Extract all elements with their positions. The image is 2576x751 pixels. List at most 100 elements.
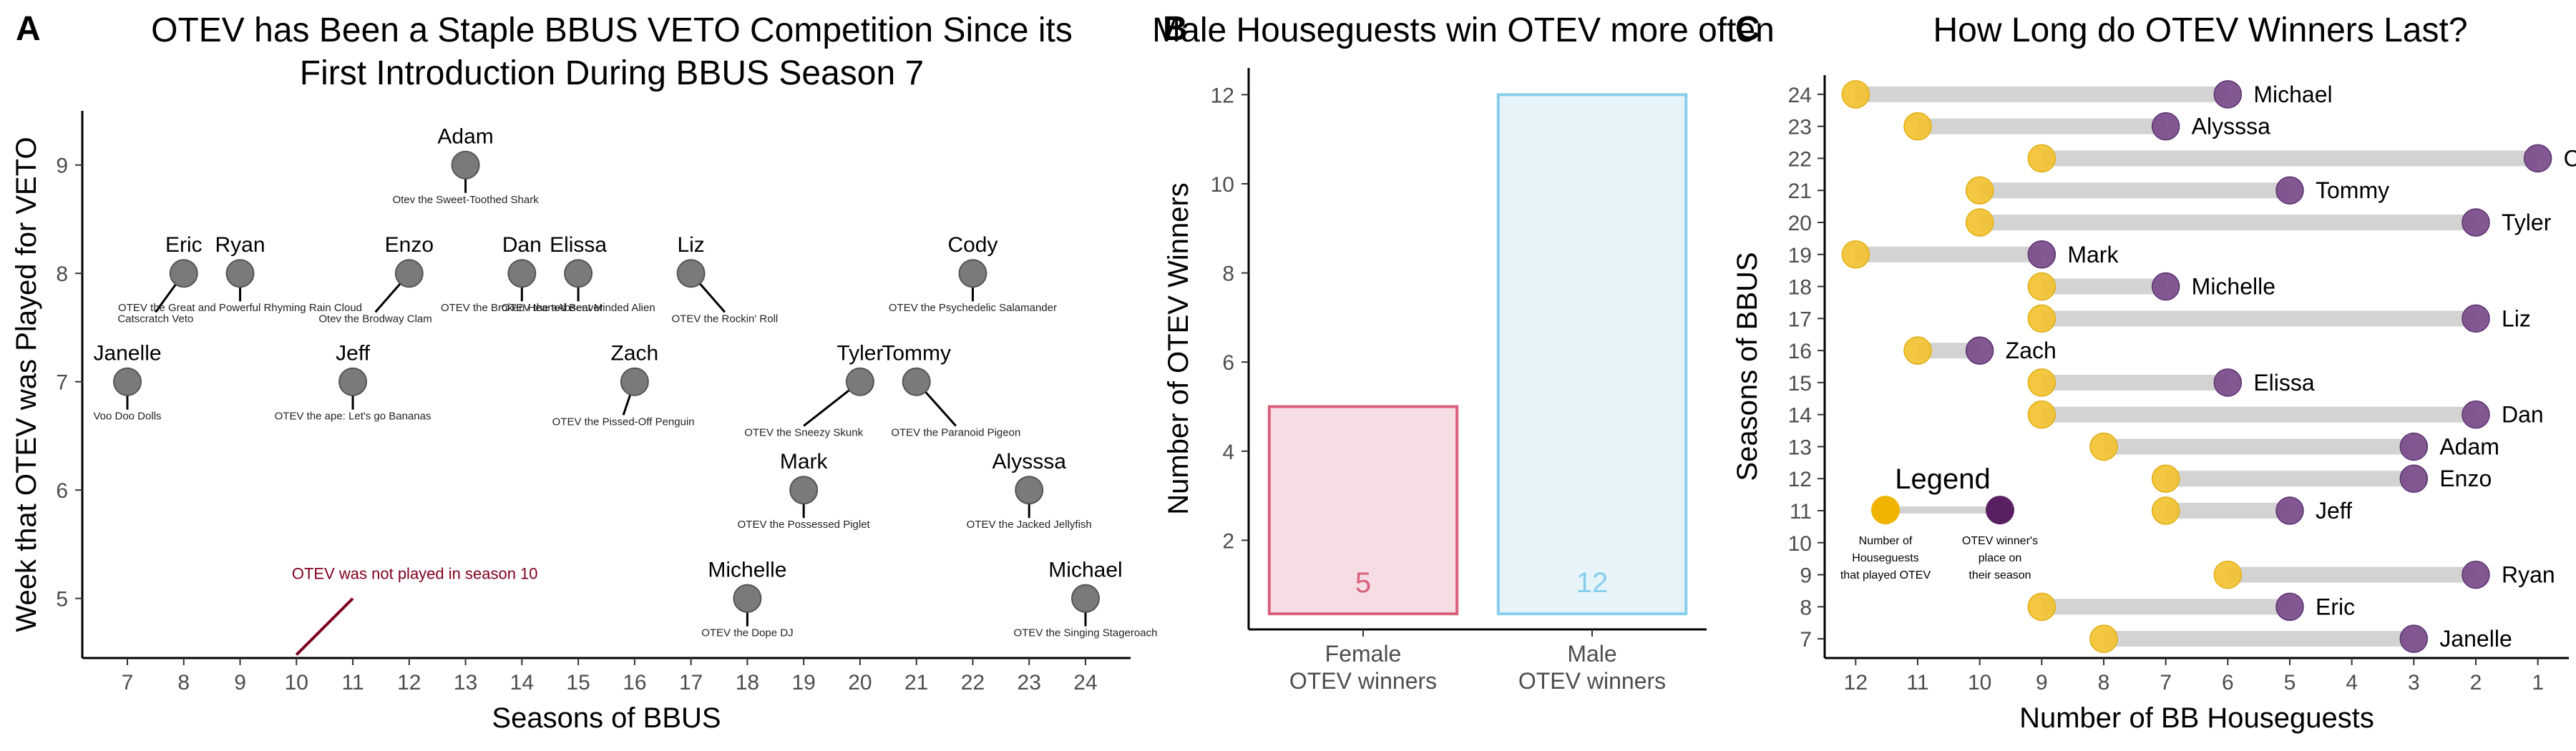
x-tick-label: 2 bbox=[2470, 671, 2482, 694]
place-point bbox=[2151, 112, 2180, 141]
comp-name-label: OTEV the Psychedelic Salamander bbox=[889, 302, 1057, 314]
y-tick-label: 4 bbox=[1222, 441, 1234, 464]
x-category-label: OTEV winners bbox=[1289, 668, 1437, 694]
x-tick-label: 1 bbox=[2532, 671, 2544, 694]
place-point bbox=[2213, 368, 2243, 397]
played-point bbox=[1965, 208, 1994, 237]
x-tick-label: 12 bbox=[397, 671, 421, 694]
x-tick-label: 17 bbox=[679, 671, 703, 694]
legend-purple-marker bbox=[1986, 496, 2014, 525]
winner-label: Dan bbox=[2502, 402, 2544, 428]
comp-name-label: Otev the Brodway Clam bbox=[318, 313, 431, 325]
played-point bbox=[2027, 592, 2057, 622]
data-point bbox=[902, 367, 931, 396]
winner-label: Mark bbox=[2067, 242, 2119, 267]
comp-name-label: OTEV the Broken Hearted Beaver bbox=[441, 302, 603, 314]
comp-name-label: Voo Doo Dolls bbox=[93, 411, 161, 423]
legend-title: Legend bbox=[1895, 463, 1990, 495]
y-tick-label: 20 bbox=[1788, 212, 1812, 235]
comp-name-label: OTEV the Rockin' Roll bbox=[672, 313, 779, 325]
data-point bbox=[789, 476, 819, 505]
y-tick-label: 7 bbox=[1800, 628, 1812, 652]
winner-label: Michelle bbox=[2192, 274, 2275, 300]
x-tick-label: 6 bbox=[2222, 671, 2234, 694]
y-tick-label: 9 bbox=[56, 154, 68, 178]
y-tick-label: 19 bbox=[1788, 244, 1812, 267]
x-category-label: OTEV winners bbox=[1518, 668, 1666, 694]
played-point bbox=[2151, 464, 2180, 493]
data-point bbox=[845, 367, 874, 396]
y-tick-label: 24 bbox=[1788, 84, 1812, 107]
winner-label: Michelle bbox=[708, 559, 786, 582]
x-tick-label: 11 bbox=[341, 671, 364, 694]
played-point bbox=[2213, 560, 2243, 589]
winner-label: Dan bbox=[502, 233, 542, 257]
data-point bbox=[338, 367, 368, 396]
y-tick-label: 14 bbox=[1788, 404, 1812, 428]
y-tick-label: 23 bbox=[1788, 116, 1812, 139]
x-tick-label: 9 bbox=[2036, 671, 2048, 694]
x-tick-label: 19 bbox=[791, 671, 815, 694]
y-tick-label: 8 bbox=[56, 262, 68, 286]
winner-label: Michael bbox=[1048, 559, 1122, 582]
y-tick-label: 16 bbox=[1788, 340, 1812, 363]
x-tick-label: 7 bbox=[122, 671, 134, 694]
x-tick-label: 4 bbox=[2346, 671, 2358, 694]
legend-yellow-label: Houseguests bbox=[1852, 552, 1918, 564]
y-tick-label: 6 bbox=[56, 479, 68, 503]
data-point bbox=[394, 259, 424, 288]
y-tick-label: 22 bbox=[1788, 147, 1812, 171]
place-point bbox=[2399, 624, 2429, 653]
annotation-arrow bbox=[295, 597, 354, 656]
data-point bbox=[733, 584, 762, 613]
played-point bbox=[2027, 400, 2057, 429]
y-axis-title: Week that OTEV was Played for VETO bbox=[11, 137, 42, 632]
winner-label: Tyler bbox=[2502, 210, 2552, 235]
x-tick-label: 24 bbox=[1073, 671, 1097, 694]
played-point bbox=[2027, 304, 2057, 333]
panel-a-title-line1: OTEV has Been a Staple BBUS VETO Competi… bbox=[151, 11, 1073, 49]
winner-label: Janelle bbox=[2439, 626, 2512, 652]
winner-label: Elissa bbox=[2253, 370, 2315, 396]
data-point bbox=[620, 367, 649, 396]
winner-label: Enzo bbox=[385, 233, 434, 257]
comp-name-label: OTEV the Possessed Piglet bbox=[738, 519, 871, 531]
x-tick-label: 7 bbox=[2160, 671, 2172, 694]
comp-name-label: OTEV the Sneezy Skunk bbox=[744, 426, 863, 438]
y-tick-label: 13 bbox=[1788, 436, 1812, 459]
comp-name-label: Catscratch Veto bbox=[117, 313, 193, 325]
winner-label: Adam bbox=[437, 125, 493, 149]
y-tick-label: 2 bbox=[1222, 529, 1234, 553]
panel-a-title-line2: First Introduction During BBUS Season 7 bbox=[300, 54, 924, 92]
data-point bbox=[1070, 584, 1100, 613]
panel-c-dumbbell-chart: 12 11 10 9 8 7 6 5 4 3 2 17891011121314151617181920… bbox=[1732, 75, 2576, 734]
panel-c-letter: C bbox=[1735, 10, 1760, 48]
x-tick-label: 13 bbox=[454, 671, 477, 694]
comp-name-label: OTEV the Paranoid Pigeon bbox=[891, 426, 1020, 438]
y-tick-label: 10 bbox=[1211, 173, 1234, 197]
panel-b-title: Male Houseguests win OTEV more often bbox=[1152, 11, 1775, 49]
y-tick-label: 8 bbox=[1800, 596, 1812, 619]
y-tick-label: 11 bbox=[1790, 500, 1812, 524]
comp-name-label: OTEV the ape: Let's go Bananas bbox=[275, 411, 431, 423]
x-tick-label: 20 bbox=[848, 671, 872, 694]
place-point bbox=[2462, 304, 2490, 333]
played-point bbox=[2027, 144, 2057, 173]
panel-a-header: A OTEV has Been a Staple BBUS VETO Compe… bbox=[16, 10, 1073, 92]
bar-value-label: 5 bbox=[1355, 567, 1371, 599]
data-point bbox=[1015, 476, 1044, 505]
place-point bbox=[2399, 464, 2429, 493]
legend-purple-label: their season bbox=[1968, 569, 2031, 581]
winner-label: Mark bbox=[780, 450, 829, 473]
comp-name-label: OTEV the Dope DJ bbox=[701, 627, 793, 639]
winner-label: Tommy bbox=[882, 342, 951, 365]
y-tick-label: 15 bbox=[1788, 372, 1812, 396]
winner-label: Adam bbox=[2439, 433, 2499, 459]
data-point bbox=[676, 259, 706, 288]
winner-label: Enzo bbox=[2439, 466, 2492, 491]
x-tick-label: 22 bbox=[961, 671, 985, 694]
bar-value-label: 12 bbox=[1576, 567, 1609, 599]
winner-label: Liz bbox=[677, 233, 704, 257]
